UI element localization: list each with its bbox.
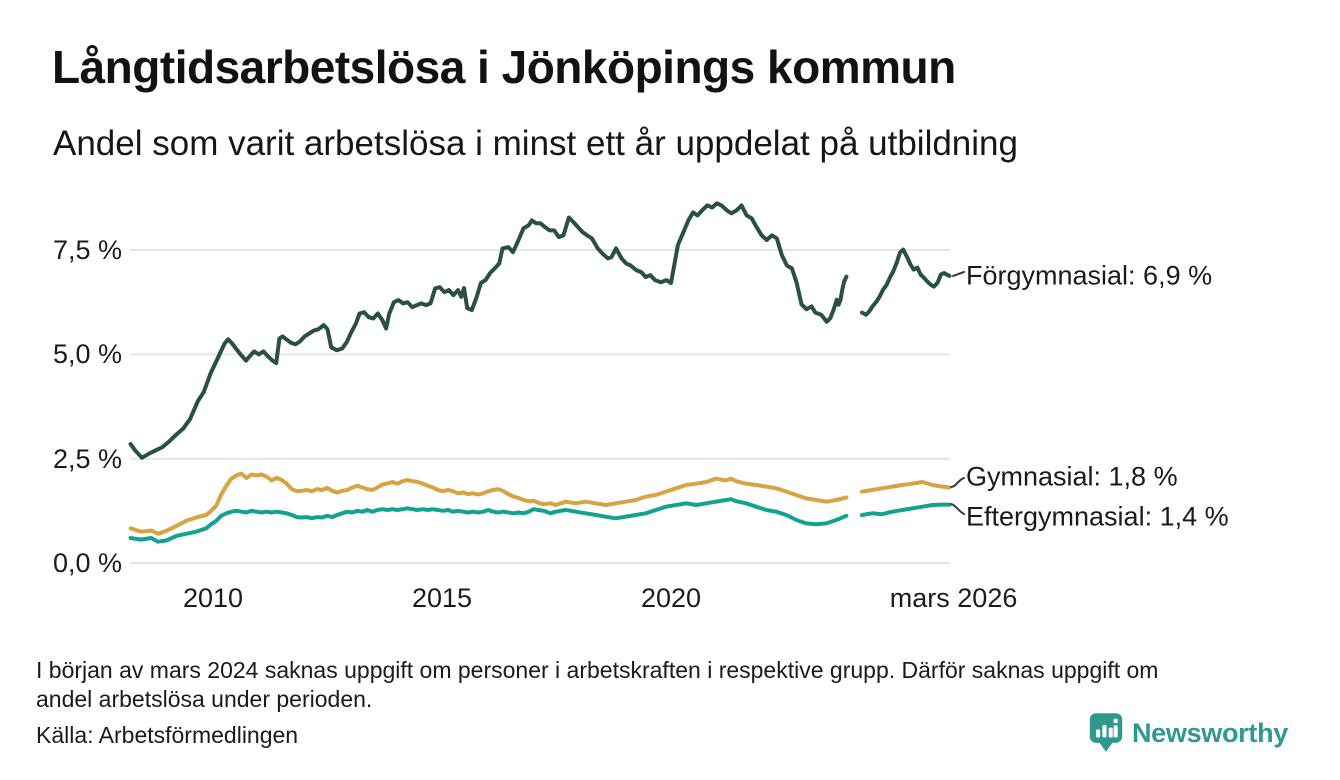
series-line-forgymnasial — [860, 247, 952, 317]
gridlines — [130, 249, 950, 564]
series-label-forgymnasial: Förgymnasial: 6,9 % — [966, 260, 1213, 291]
y-tick-label: 7,5 % — [52, 235, 122, 266]
chart-subtitle: Andel som varit arbetslösa i minst ett å… — [53, 124, 1018, 163]
series-line-gymnasial — [128, 471, 849, 536]
x-tick-label: 2010 — [182, 583, 244, 613]
label-connector — [950, 503, 965, 515]
label-connectors — [950, 271, 965, 515]
x-tick-label: mars 2026 — [889, 583, 1018, 613]
series-line-eftergymnasial — [860, 502, 952, 517]
y-tick-label: 2,5 % — [52, 443, 122, 474]
label-connector — [952, 271, 965, 277]
y-tick-label: 5,0 % — [52, 339, 122, 370]
y-tick-label: 0,0 % — [52, 548, 122, 578]
footnote-line-2: andel arbetslösa under perioden. — [36, 686, 373, 712]
label-connector — [950, 477, 965, 488]
source-line: Källa: Arbetsförmedlingen — [36, 722, 299, 748]
x-tick-label: 2020 — [640, 583, 702, 613]
series-label-gymnasial: Gymnasial: 1,8 % — [966, 461, 1178, 492]
series-lines — [128, 201, 952, 544]
series-line-eftergymnasial — [128, 497, 849, 544]
page-title: Långtidsarbetslösa i Jönköpings kommun — [52, 41, 956, 93]
series-line-forgymnasial — [128, 201, 849, 460]
x-tick-label: 2015 — [411, 583, 473, 613]
newsworthy-icon — [1089, 713, 1123, 752]
series-line-gymnasial — [860, 480, 952, 494]
series-label-eftergymnasial: Eftergymnasial: 1,4 % — [966, 501, 1229, 532]
footnote-line-1: I början av mars 2024 saknas uppgift om … — [36, 657, 1159, 683]
newsworthy-wordmark: Newsworthy — [1131, 717, 1288, 748]
newsworthy-logo: Newsworthy — [1088, 712, 1288, 754]
footnote: I början av mars 2024 saknas uppgift om … — [36, 656, 1158, 714]
